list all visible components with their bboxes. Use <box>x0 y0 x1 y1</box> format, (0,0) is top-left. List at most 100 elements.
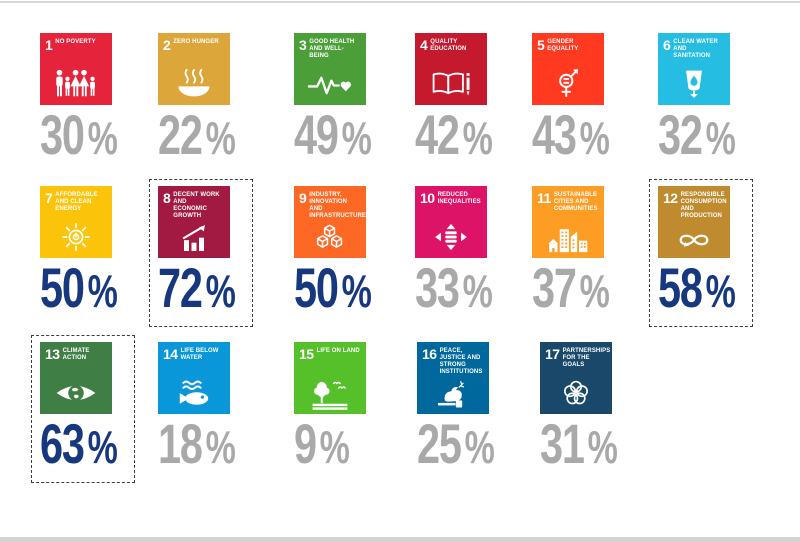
percent-value: 49 <box>294 103 339 166</box>
sdg-tile-4: 4 QUALITY EDUCATION <box>415 33 487 105</box>
percent-value: 18 <box>158 412 203 475</box>
percent-value: 25 <box>417 412 462 475</box>
goal-title: NO POVERTY <box>55 39 96 45</box>
sdg-card-7: 7 AFFORDABLE AND CLEAN ENERGY 50% <box>40 186 152 316</box>
goal-number: 5 <box>537 37 545 53</box>
percent-value: 37 <box>532 256 577 319</box>
sdg-tile-15: 15 LIFE ON LAND <box>294 342 366 414</box>
percent-value: 33 <box>415 256 460 319</box>
tile-header: 8 DECENT WORK AND ECONOMIC GROWTH <box>163 191 226 220</box>
reduced-inequalities-icon <box>430 220 472 254</box>
goal-percent: 31% <box>540 416 623 472</box>
percent-value: 32 <box>658 103 703 166</box>
goal-percent: 30% <box>40 107 123 163</box>
tile-header: 4 QUALITY EDUCATION <box>420 38 483 53</box>
goal-title: PARTNERSHIPS FOR THE GOALS <box>562 348 611 369</box>
percent-sign: % <box>205 112 236 164</box>
sdg-card-10: 10 REDUCED INEQUALITIES <box>415 186 527 316</box>
percent-sign: % <box>705 265 736 317</box>
goal-number: 4 <box>420 37 428 53</box>
goal-number: 2 <box>163 37 171 53</box>
tile-header: 5 GENDER EQUALITY <box>537 38 600 53</box>
industry-innovation-icon <box>309 222 351 254</box>
goal-title: INDUSTRY, INNOVATION AND INFRASTRUCTURE <box>309 192 367 220</box>
sdg-tile-10: 10 REDUCED INEQUALITIES <box>415 186 487 258</box>
sdg-card-14: 14 LIFE BELOW WATER 18% <box>158 342 270 472</box>
sdg-card-13: 13 CLIMATE ACTION 63% <box>31 335 152 483</box>
goal-number: 1 <box>45 37 53 53</box>
percent-value: 22 <box>158 103 203 166</box>
sdg-tile-14: 14 LIFE BELOW WATER <box>158 342 230 414</box>
percent-value: 9 <box>294 412 317 475</box>
sdg-card-1: 1 NO POVERTY 30% <box>40 33 152 163</box>
sdg-card-4: 4 QUALITY EDUCATION 42% <box>415 33 527 163</box>
goal-title: SUSTAINABLE CITIES AND COMMUNITIES <box>553 192 598 213</box>
percent-value: 50 <box>40 256 85 319</box>
percent-sign: % <box>341 265 372 317</box>
zero-hunger-icon <box>172 68 216 101</box>
goal-percent: 25% <box>417 416 500 472</box>
goal-percent: 32% <box>658 107 741 163</box>
sdg-tile-17: 17 PARTNERSHIPS FOR THE GOALS <box>540 342 612 414</box>
bottom-edge-bar <box>0 537 800 542</box>
tile-header: 14 LIFE BELOW WATER <box>163 347 226 362</box>
tile-header: 15 LIFE ON LAND <box>299 347 362 361</box>
goal-number: 9 <box>299 190 307 206</box>
goal-percent: 50% <box>294 260 377 316</box>
tile-header: 7 AFFORDABLE AND CLEAN ENERGY <box>45 191 108 213</box>
goal-title: PEACE, JUSTICE AND STRONG INSTITUTIONS <box>439 348 483 376</box>
sdg-tile-11: 11 SUSTAINABLE CITIES AND COMMUNITIES <box>532 186 604 258</box>
goal-number: 14 <box>163 346 178 362</box>
decent-work-icon <box>174 223 214 254</box>
percent-sign: % <box>462 265 493 317</box>
goal-percent: 43% <box>532 107 615 163</box>
sdg-tile-5: 5 GENDER EQUALITY <box>532 33 604 105</box>
sdg-card-3: 3 GOOD HEALTH AND WELL-BEING 49% <box>294 33 406 163</box>
sdg-card-9: 9 INDUSTRY, INNOVATION AND INFRASTRUCTUR… <box>294 186 406 316</box>
percent-value: 50 <box>294 256 339 319</box>
sdg-tile-13: 13 CLIMATE ACTION <box>40 342 112 414</box>
clean-water-icon <box>674 66 714 101</box>
goal-title: QUALITY EDUCATION <box>430 39 467 53</box>
percent-sign: % <box>464 421 495 473</box>
percent-sign: % <box>87 112 118 164</box>
clean-energy-icon <box>55 220 97 254</box>
sdg-tile-7: 7 AFFORDABLE AND CLEAN ENERGY <box>40 186 112 258</box>
percent-sign: % <box>579 112 610 164</box>
percent-sign: % <box>341 112 372 164</box>
goal-number: 15 <box>299 346 314 362</box>
sdg-tile-12: 12 RESPONSIBLE CONSUMPTION AND PRODUCTIO… <box>658 186 730 258</box>
sdg-tile-6: 6 CLEAN WATER AND SANITATION <box>658 33 730 105</box>
percent-sign: % <box>705 112 736 164</box>
goal-title: GENDER EQUALITY <box>547 39 579 53</box>
percent-sign: % <box>87 265 118 317</box>
tile-header: 10 REDUCED INEQUALITIES <box>420 191 483 206</box>
percent-sign: % <box>205 421 236 473</box>
goal-title: REDUCED INEQUALITIES <box>437 192 481 206</box>
peace-justice-icon <box>433 380 473 410</box>
sdg-card-2: 2 ZERO HUNGER 22% <box>158 33 270 163</box>
goal-title: AFFORDABLE AND CLEAN ENERGY <box>55 192 98 213</box>
percent-sign: % <box>579 265 610 317</box>
sdg-card-5: 5 GENDER EQUALITY 43% <box>532 33 644 163</box>
tile-header: 9 INDUSTRY, INNOVATION AND INFRASTRUCTUR… <box>299 190 367 220</box>
goal-percent: 63% <box>40 416 123 472</box>
percent-sign: % <box>205 265 236 317</box>
goal-percent: 22% <box>158 107 241 163</box>
percent-value: 30 <box>40 103 85 166</box>
sdg-card-8: 8 DECENT WORK AND ECONOMIC GROWTH 72% <box>149 179 270 327</box>
top-edge-line <box>0 1 800 3</box>
tile-header: 13 CLIMATE ACTION <box>45 347 108 362</box>
percent-sign: % <box>87 421 118 473</box>
tile-header: 17 PARTNERSHIPS FOR THE GOALS <box>545 347 611 369</box>
no-poverty-icon <box>53 67 99 101</box>
sdg-tile-8: 8 DECENT WORK AND ECONOMIC GROWTH <box>158 186 230 258</box>
sdg-tile-9: 9 INDUSTRY, INNOVATION AND INFRASTRUCTUR… <box>294 186 366 258</box>
responsible-consumption-icon <box>672 226 716 254</box>
percent-value: 31 <box>540 412 585 475</box>
goal-title: LIFE ON LAND <box>316 348 360 354</box>
goal-percent: 58% <box>658 260 741 316</box>
percent-value: 63 <box>40 412 85 475</box>
goal-percent: 50% <box>40 260 123 316</box>
